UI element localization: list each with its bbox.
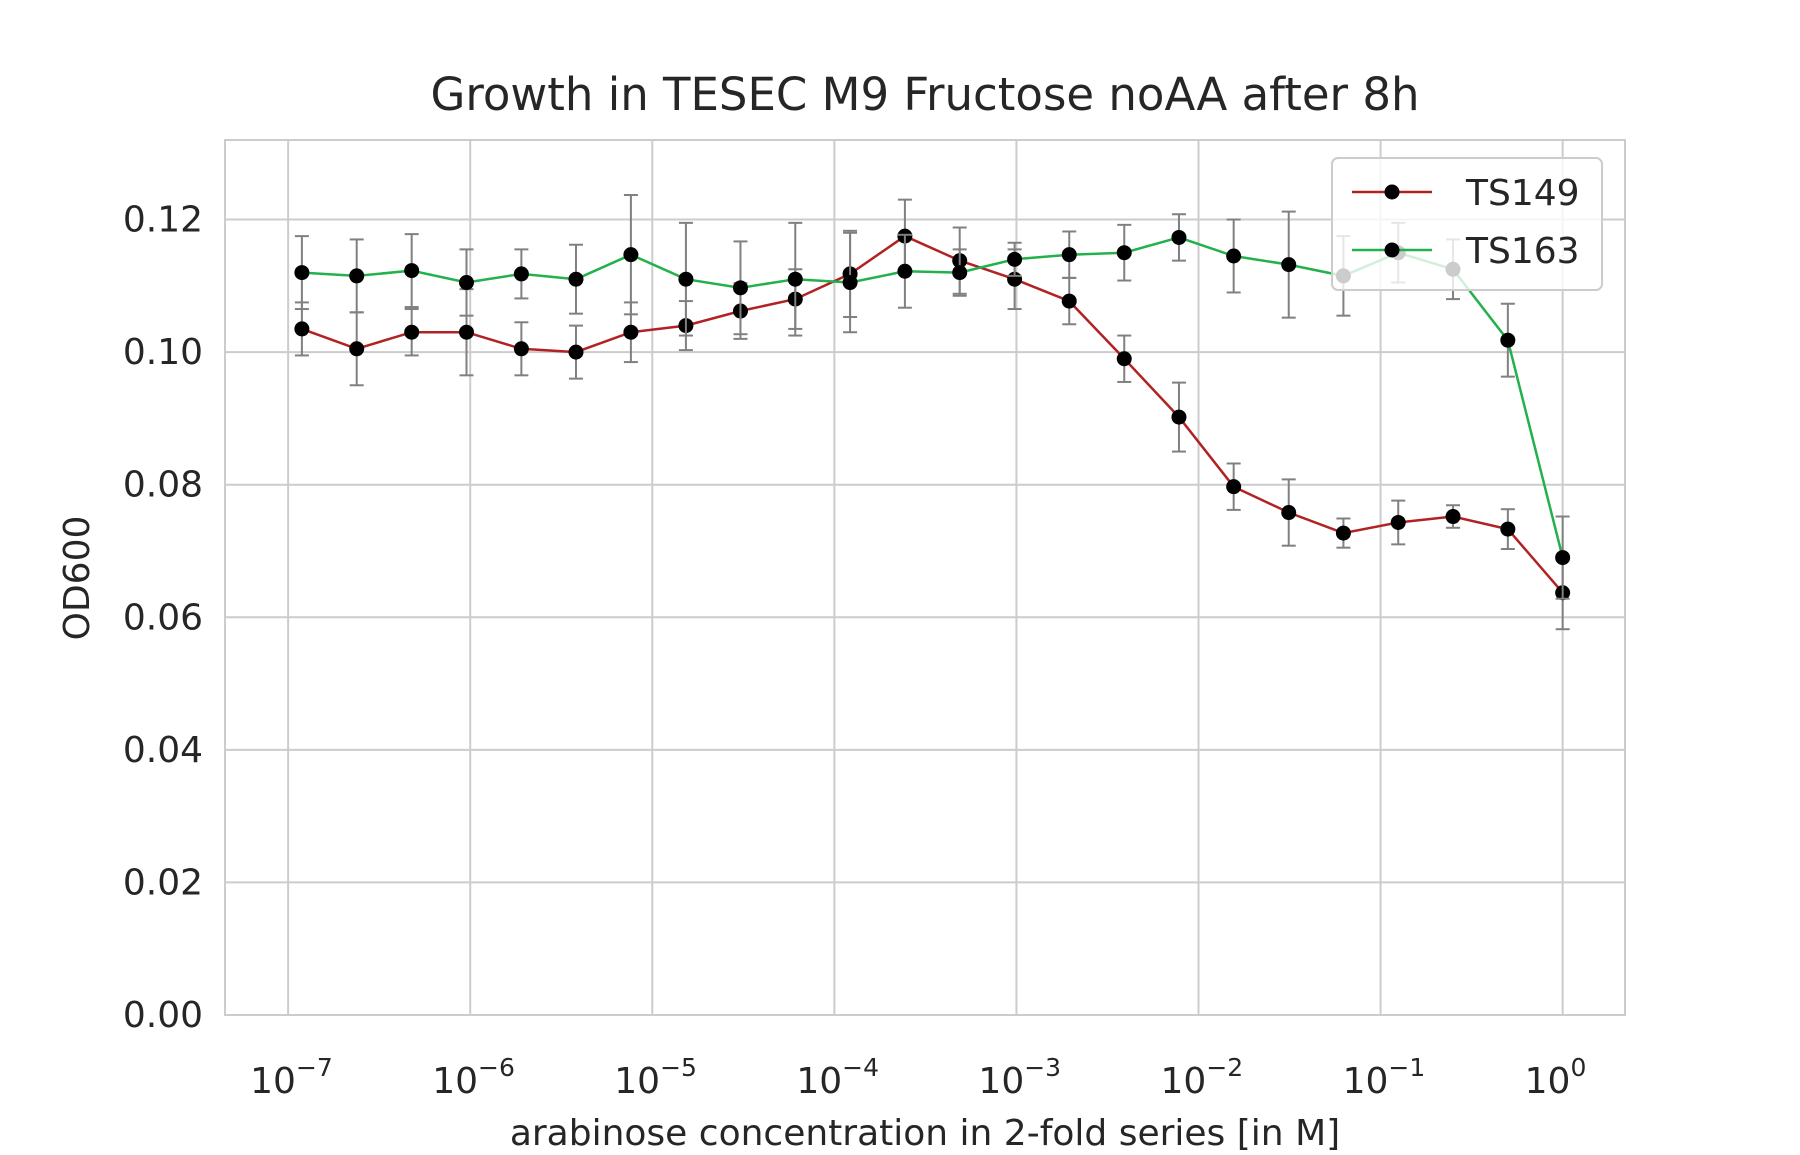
x-axis-label: arabinose concentration in 2-fold series… bbox=[510, 1113, 1340, 1154]
x-tick-exponent: −6 bbox=[478, 1053, 515, 1082]
data-point-ts163 bbox=[1116, 245, 1132, 261]
data-point-ts149 bbox=[1061, 293, 1077, 309]
x-tick-label: 10−1 bbox=[1343, 1053, 1426, 1102]
data-point-ts149 bbox=[404, 324, 420, 340]
x-tick-label: 10−4 bbox=[796, 1053, 879, 1102]
x-tick-exponent: −1 bbox=[1388, 1053, 1425, 1082]
legend-marker-ts149 bbox=[1384, 184, 1400, 200]
y-tick-label: 0.12 bbox=[123, 200, 203, 241]
data-point-ts149 bbox=[1390, 514, 1406, 530]
x-tick-base: 10 bbox=[978, 1061, 1024, 1102]
data-point-ts163 bbox=[1500, 332, 1516, 348]
data-point-ts149 bbox=[1500, 521, 1516, 537]
x-tick-exponent: −4 bbox=[842, 1053, 879, 1082]
y-tick-labels: 0.00 0.02 0.04 0.06 0.08 0.10 0.12 bbox=[123, 200, 203, 1036]
series-line-ts149 bbox=[301, 234, 1564, 594]
data-point-ts163 bbox=[404, 263, 420, 279]
data-point-ts149 bbox=[1226, 479, 1242, 495]
data-point-ts163 bbox=[787, 271, 803, 287]
x-tick-base: 10 bbox=[1161, 1061, 1207, 1102]
plot-frame bbox=[224, 139, 1626, 1016]
y-axis-label: OD600 bbox=[57, 516, 98, 641]
legend: TS149 TS163 bbox=[1331, 157, 1603, 291]
data-point-ts163 bbox=[1226, 248, 1242, 264]
data-point-ts149 bbox=[458, 324, 474, 340]
data-point-ts149 bbox=[513, 341, 529, 357]
data-point-ts163 bbox=[513, 266, 529, 282]
x-tick-label: 10−7 bbox=[250, 1053, 333, 1102]
data-point-ts163 bbox=[842, 275, 858, 291]
x-tick-base: 10 bbox=[1525, 1061, 1571, 1102]
series-group bbox=[294, 194, 1571, 631]
data-point-ts149 bbox=[1116, 351, 1132, 367]
y-tick-label: 0.10 bbox=[123, 332, 203, 373]
data-point-ts163 bbox=[349, 268, 365, 284]
y-tick-label: 0.02 bbox=[123, 862, 203, 903]
x-tick-base: 10 bbox=[796, 1061, 842, 1102]
x-tick-base: 10 bbox=[1343, 1061, 1389, 1102]
data-point-ts163 bbox=[952, 265, 968, 281]
x-tick-exponent: −2 bbox=[1206, 1053, 1243, 1082]
x-tick-exponent: −5 bbox=[660, 1053, 697, 1082]
legend-marker-ts163 bbox=[1384, 242, 1400, 258]
data-point-ts163 bbox=[294, 265, 310, 281]
data-point-ts149 bbox=[1335, 525, 1351, 541]
data-point-ts163 bbox=[1061, 247, 1077, 263]
data-point-ts163 bbox=[897, 263, 913, 279]
data-point-ts163 bbox=[1555, 550, 1571, 566]
data-point-ts163 bbox=[1281, 257, 1297, 273]
data-point-ts149 bbox=[568, 344, 584, 360]
y-tick-label: 0.06 bbox=[123, 597, 203, 638]
data-point-ts149 bbox=[349, 341, 365, 357]
data-point-ts163 bbox=[458, 275, 474, 291]
data-point-ts163 bbox=[732, 280, 748, 296]
x-tick-label: 10−6 bbox=[432, 1053, 515, 1102]
data-point-ts163 bbox=[1171, 229, 1187, 245]
x-tick-labels: 10−7 10−6 10−5 10−4 10−3 10−2 10−1 100 bbox=[250, 1053, 1586, 1102]
legend-label-ts149: TS149 bbox=[1465, 173, 1580, 214]
x-tick-label: 10−2 bbox=[1161, 1053, 1244, 1102]
data-point-ts163 bbox=[678, 271, 694, 287]
x-tick-label: 10−5 bbox=[614, 1053, 697, 1102]
data-point-ts149 bbox=[294, 321, 310, 337]
data-point-ts163 bbox=[1007, 251, 1023, 267]
legend-label-ts163: TS163 bbox=[1465, 231, 1580, 272]
data-point-ts149 bbox=[1281, 505, 1297, 521]
x-tick-exponent: −3 bbox=[1024, 1053, 1061, 1082]
data-point-ts149 bbox=[1171, 409, 1187, 425]
data-point-ts149 bbox=[623, 324, 639, 340]
x-tick-exponent: −7 bbox=[296, 1053, 333, 1082]
chart-title: Growth in TESEC M9 Fructose noAA after 8… bbox=[431, 68, 1420, 121]
data-point-ts163 bbox=[623, 247, 639, 263]
data-point-ts163 bbox=[568, 271, 584, 287]
y-tick-label: 0.04 bbox=[123, 730, 203, 771]
x-tick-base: 10 bbox=[432, 1061, 478, 1102]
y-tick-label: 0.08 bbox=[123, 465, 203, 506]
x-tick-label: 100 bbox=[1525, 1053, 1587, 1102]
x-tick-base: 10 bbox=[614, 1061, 660, 1102]
x-tick-exponent: 0 bbox=[1570, 1053, 1586, 1082]
x-tick-base: 10 bbox=[250, 1061, 296, 1102]
y-tick-label: 0.00 bbox=[123, 995, 203, 1036]
x-tick-label: 10−3 bbox=[978, 1053, 1061, 1102]
series-ts149 bbox=[294, 198, 1571, 631]
data-point-ts149 bbox=[1445, 509, 1461, 525]
